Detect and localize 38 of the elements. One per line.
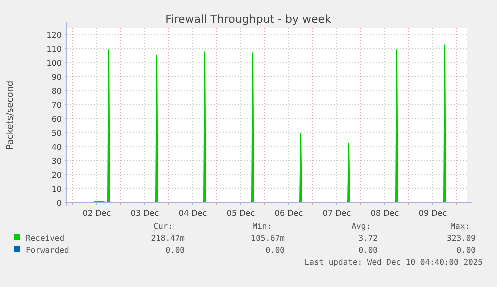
y-tick-label: 30 [52, 157, 62, 166]
y-tick-label: 10 [52, 185, 62, 194]
y-tick-label: 100 [46, 59, 62, 68]
text: 3.72 [358, 234, 378, 243]
y-tick-label: 0 [56, 199, 62, 208]
x-tick-label: 08 Dec [370, 209, 400, 218]
chart-title: Firewall Throughput - by week [166, 13, 332, 26]
y-tick-label: 90 [52, 73, 62, 82]
y-tick-label: 120 [46, 31, 62, 40]
y-tick-label: 60 [52, 115, 62, 124]
x-tick-label: 07 Dec [322, 209, 352, 218]
legend-label: Received [26, 234, 65, 243]
text: 218.47m [151, 234, 186, 243]
x-tick-label: 03 Dec [130, 209, 160, 218]
text: 105.67m [251, 234, 286, 243]
x-tick-label: 06 Dec [274, 209, 304, 218]
text: Last update: Wed Dec 10 04:40:00 2025 [304, 258, 484, 267]
text: 323.09 [447, 234, 476, 243]
y-tick-label: 70 [52, 101, 62, 110]
x-tick-label: 05 Dec [226, 209, 256, 218]
y-tick-label: 40 [52, 143, 62, 152]
x-tick-label: 04 Dec [178, 209, 208, 218]
text: 0.00 [358, 246, 378, 255]
text: Min: [252, 222, 272, 231]
y-tick-label: 80 [52, 87, 62, 96]
text: 0.00 [166, 246, 186, 255]
x-tick-label: 02 Dec [82, 209, 112, 218]
y-tick-label: 20 [52, 171, 62, 180]
text: Max: [450, 222, 470, 231]
text: 0.00 [456, 246, 476, 255]
text: 0.00 [266, 246, 286, 255]
text: Cur: [154, 222, 173, 231]
legend-label: Forwarded [26, 246, 70, 255]
x-tick-label: 09 Dec [418, 209, 448, 218]
y-tick-label: 50 [52, 129, 62, 138]
text: Avg: [352, 222, 371, 231]
y-axis-title: Packets/second [6, 80, 16, 150]
y-tick-label: 110 [46, 45, 62, 54]
